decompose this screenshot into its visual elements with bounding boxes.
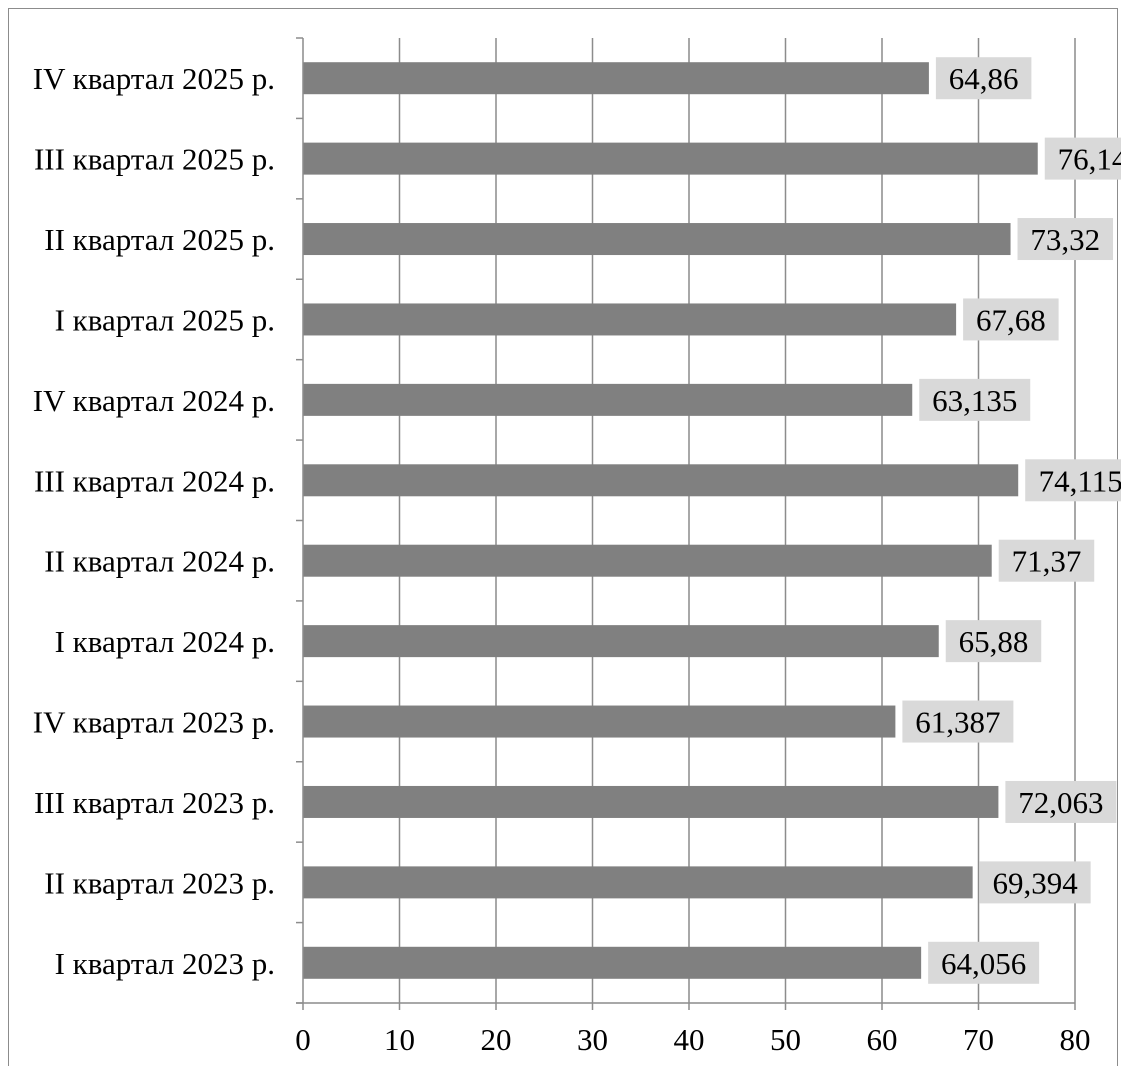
data-label-4: 63,135 bbox=[932, 383, 1017, 418]
x-tick-label-50: 50 bbox=[770, 1022, 801, 1057]
bar-11 bbox=[303, 946, 922, 979]
bar-8 bbox=[303, 705, 896, 738]
bar-9 bbox=[303, 785, 999, 818]
category-label-10: II квартал 2023 р. bbox=[44, 865, 275, 900]
bar-5 bbox=[303, 464, 1019, 497]
data-label-9: 72,063 bbox=[1018, 785, 1103, 820]
data-label-6: 71,37 bbox=[1012, 544, 1082, 579]
x-tick-label-40: 40 bbox=[674, 1022, 705, 1057]
data-label-10: 69,394 bbox=[993, 865, 1079, 900]
bars bbox=[303, 62, 1038, 979]
data-label-8: 61,387 bbox=[915, 705, 1000, 740]
category-label-7: I квартал 2024 р. bbox=[55, 624, 275, 659]
bar-1 bbox=[303, 142, 1038, 175]
x-tick-label-0: 0 bbox=[295, 1022, 311, 1057]
x-tick-label-20: 20 bbox=[481, 1022, 512, 1057]
data-label-bg-3 bbox=[963, 298, 1059, 341]
data-label-bg-11 bbox=[928, 941, 1040, 984]
bar-2 bbox=[303, 223, 1011, 256]
data-label-bg-0 bbox=[935, 57, 1032, 100]
gridlines bbox=[398, 38, 1076, 1003]
category-label-3: I квартал 2025 р. bbox=[55, 302, 275, 337]
bar-4 bbox=[303, 383, 913, 416]
bar-10 bbox=[303, 866, 973, 899]
data-labels: 64,86 76,14 73,32 67,68 63,135 74,115 71,37 65,… bbox=[902, 57, 1121, 984]
data-label-3: 67,68 bbox=[976, 302, 1046, 337]
data-label-bg-2 bbox=[1017, 218, 1114, 261]
bar-6 bbox=[303, 544, 992, 577]
category-label-6: II квартал 2024 р. bbox=[44, 544, 275, 579]
data-label-bg-7 bbox=[945, 620, 1042, 663]
data-label-bg-8 bbox=[902, 700, 1014, 743]
bar-0 bbox=[303, 62, 929, 95]
category-label-9: III квартал 2023 р. bbox=[34, 785, 275, 820]
data-label-11: 64,056 bbox=[941, 946, 1026, 981]
data-label-0: 64,86 bbox=[949, 61, 1019, 96]
data-label-1: 76,14 bbox=[1058, 142, 1121, 177]
data-label-7: 65,88 bbox=[959, 624, 1029, 659]
data-label-bg-6 bbox=[998, 539, 1095, 582]
x-tick-label-70: 70 bbox=[963, 1022, 994, 1057]
category-label-8: IV квартал 2023 р. bbox=[33, 705, 275, 740]
x-tick-label-10: 10 bbox=[384, 1022, 415, 1057]
data-label-bg-1 bbox=[1044, 137, 1121, 180]
bar-3 bbox=[303, 303, 957, 336]
data-label-bg-10 bbox=[979, 861, 1091, 904]
data-label-bg-5 bbox=[1025, 459, 1121, 502]
chart-frame bbox=[8, 8, 1118, 1066]
category-label-4: IV квартал 2024 р. bbox=[33, 383, 275, 418]
data-label-2: 73,32 bbox=[1030, 222, 1100, 257]
bar-7 bbox=[303, 625, 939, 658]
data-label-bg-9 bbox=[1005, 780, 1117, 823]
data-label-bg-4 bbox=[919, 378, 1031, 421]
x-tick-label-80: 80 bbox=[1060, 1022, 1091, 1057]
data-label-5: 74,115 bbox=[1039, 463, 1121, 498]
category-label-1: III квартал 2025 р. bbox=[34, 142, 275, 177]
category-label-5: III квартал 2024 р. bbox=[34, 463, 275, 498]
category-label-0: IV квартал 2025 р. bbox=[33, 61, 275, 96]
category-label-11: I квартал 2023 р. bbox=[55, 946, 275, 981]
category-label-2: II квартал 2025 р. bbox=[44, 222, 275, 257]
axes: 0 10 20 30 40 50 60 70 80 IV квартал 2025 р. III к… bbox=[33, 37, 1091, 1057]
x-tick-label-60: 60 bbox=[867, 1022, 898, 1057]
x-tick-label-30: 30 bbox=[577, 1022, 608, 1057]
